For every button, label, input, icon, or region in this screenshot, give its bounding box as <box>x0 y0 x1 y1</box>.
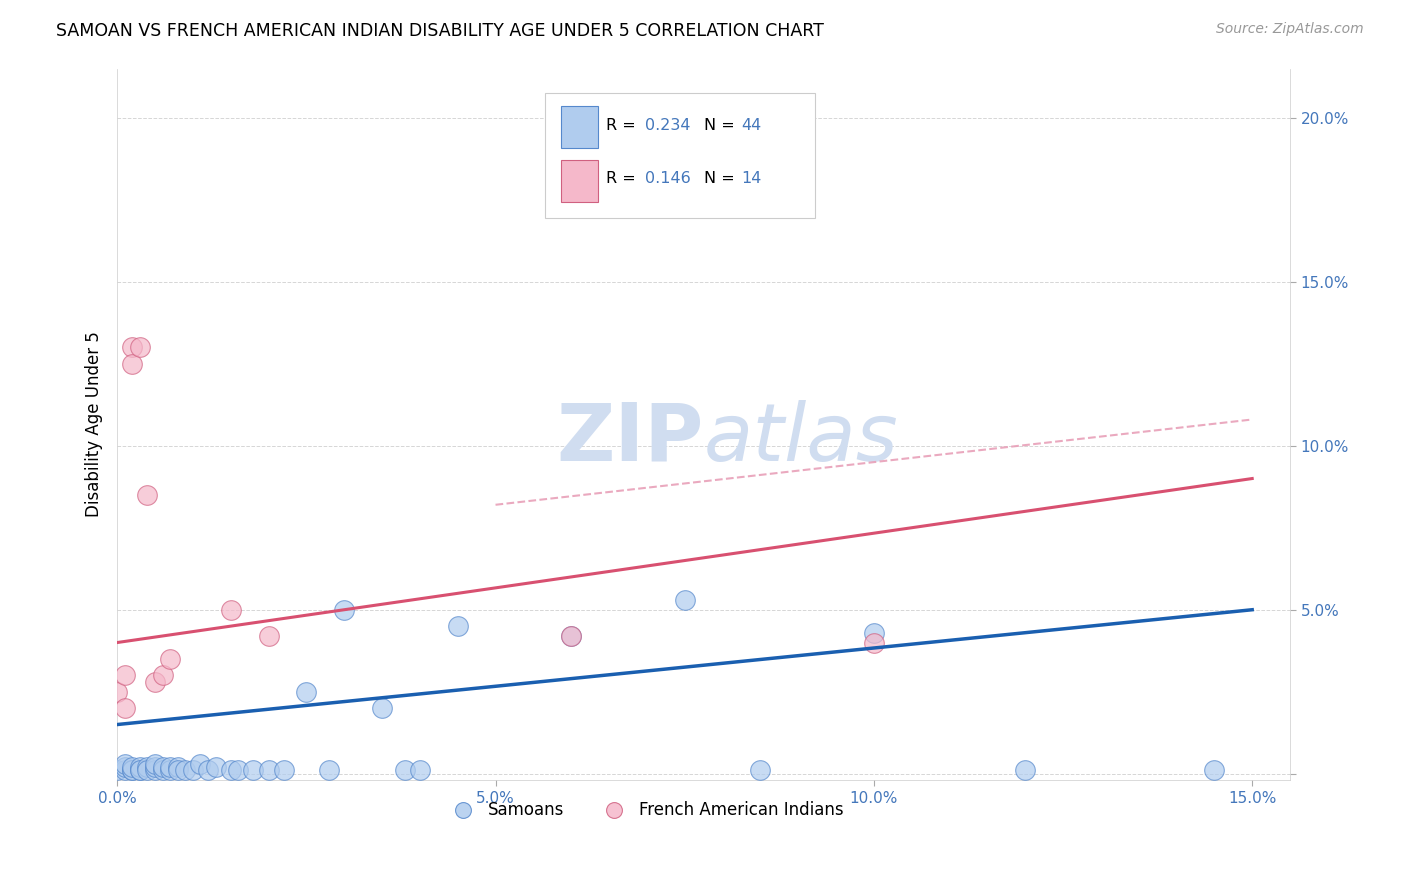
Text: 14: 14 <box>741 171 762 186</box>
Point <box>749 764 772 778</box>
Point <box>181 764 204 778</box>
Text: 44: 44 <box>741 118 762 133</box>
Point <box>159 652 181 666</box>
Point <box>394 764 416 778</box>
Point <box>105 764 128 778</box>
Point <box>226 764 249 778</box>
Point <box>273 764 295 778</box>
Text: ZIP: ZIP <box>557 400 703 477</box>
Point <box>114 764 136 778</box>
Point <box>673 593 696 607</box>
Text: N =: N = <box>703 118 740 133</box>
Point <box>333 603 356 617</box>
Point <box>318 764 340 778</box>
Point <box>143 756 166 771</box>
Point <box>1014 764 1036 778</box>
Point <box>121 764 143 778</box>
Point <box>560 629 582 643</box>
Point <box>143 760 166 774</box>
Point <box>143 674 166 689</box>
Text: 0.234: 0.234 <box>645 118 690 133</box>
Text: SAMOAN VS FRENCH AMERICAN INDIAN DISABILITY AGE UNDER 5 CORRELATION CHART: SAMOAN VS FRENCH AMERICAN INDIAN DISABIL… <box>56 22 824 40</box>
Point <box>159 764 181 778</box>
Point <box>136 760 159 774</box>
Point <box>121 764 143 778</box>
Text: R =: R = <box>606 171 641 186</box>
Point <box>447 619 470 633</box>
Point <box>136 488 159 502</box>
Y-axis label: Disability Age Under 5: Disability Age Under 5 <box>86 332 103 517</box>
Point <box>204 760 226 774</box>
Point <box>166 764 188 778</box>
Text: R =: R = <box>606 118 641 133</box>
Point <box>128 764 150 778</box>
Point <box>197 764 219 778</box>
Point <box>114 756 136 771</box>
Point <box>159 760 181 774</box>
Point <box>257 629 280 643</box>
Point <box>128 340 150 354</box>
Point <box>257 764 280 778</box>
FancyBboxPatch shape <box>561 160 598 202</box>
Point <box>152 760 174 774</box>
FancyBboxPatch shape <box>561 106 598 148</box>
Point <box>219 603 242 617</box>
Point <box>166 760 188 774</box>
Text: Source: ZipAtlas.com: Source: ZipAtlas.com <box>1216 22 1364 37</box>
Text: N =: N = <box>703 171 740 186</box>
Legend: Samoans, French American Indians: Samoans, French American Indians <box>440 794 851 825</box>
Point <box>1204 764 1226 778</box>
Point <box>219 764 242 778</box>
Text: 0.146: 0.146 <box>645 171 690 186</box>
Point <box>114 760 136 774</box>
FancyBboxPatch shape <box>546 94 815 218</box>
Point <box>242 764 264 778</box>
Point <box>295 684 318 698</box>
Text: atlas: atlas <box>703 400 898 477</box>
Point <box>128 760 150 774</box>
Point <box>409 764 432 778</box>
Point <box>152 668 174 682</box>
Point <box>121 340 143 354</box>
Point <box>143 764 166 778</box>
Point <box>114 668 136 682</box>
Point <box>114 701 136 715</box>
Point <box>371 701 394 715</box>
Point <box>863 625 886 640</box>
Point <box>174 764 197 778</box>
Point <box>190 756 212 771</box>
Point <box>121 357 143 371</box>
Point <box>105 684 128 698</box>
Point <box>863 635 886 649</box>
Point <box>136 764 159 778</box>
Point <box>152 764 174 778</box>
Point <box>121 760 143 774</box>
Point <box>560 629 582 643</box>
Point <box>128 764 150 778</box>
